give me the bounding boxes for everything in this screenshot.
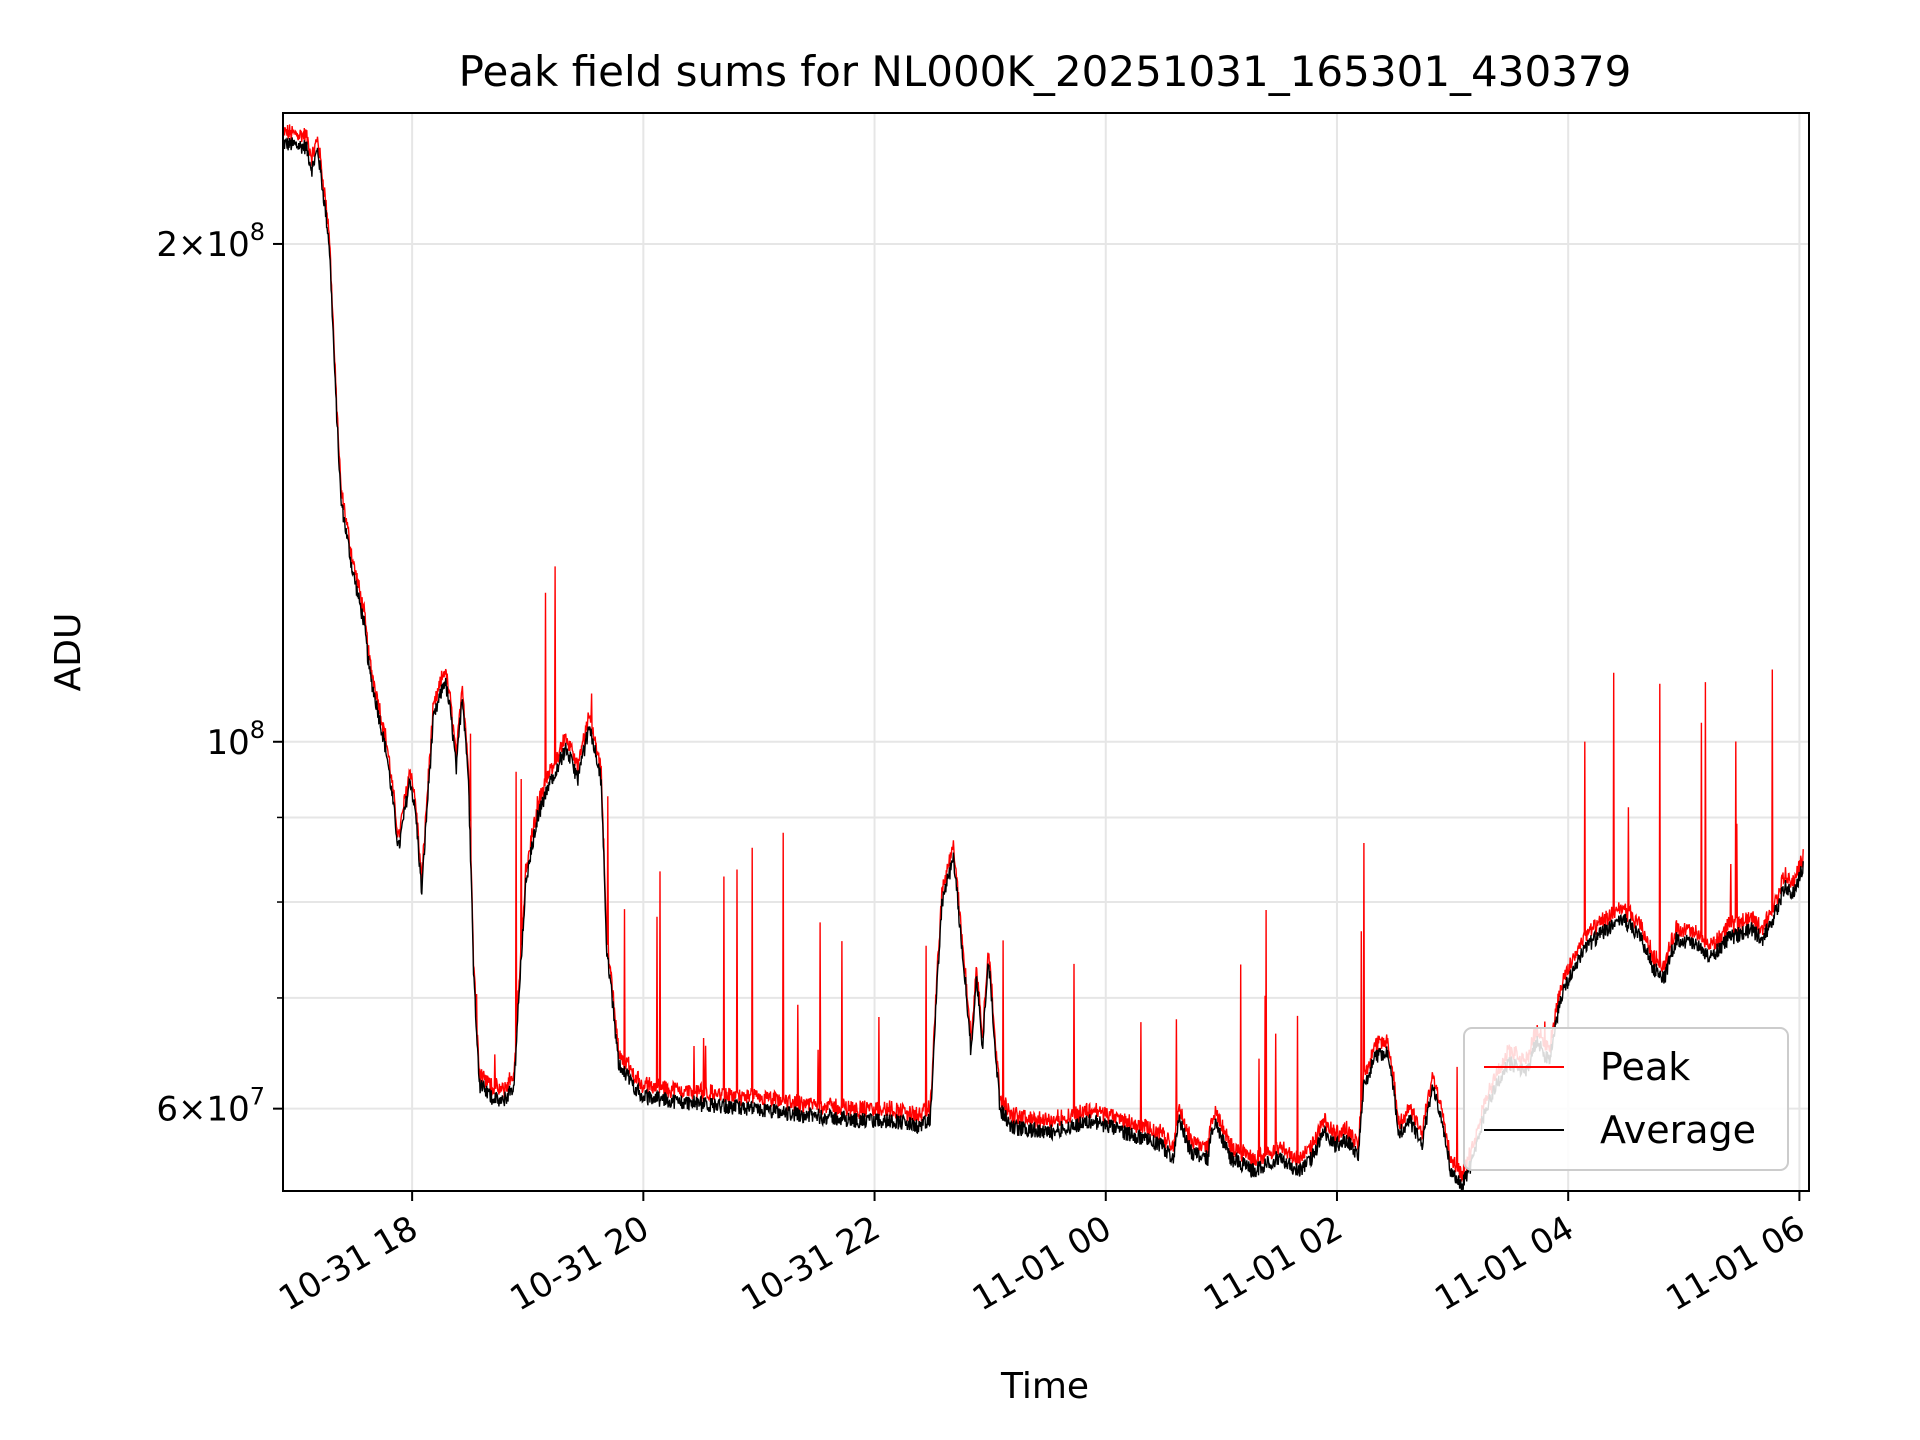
legend: Peak Average [1463, 1027, 1789, 1171]
y-tick-label: 2×108 [156, 218, 265, 265]
chart-title: Peak field sums for NL000K_20251031_1653… [459, 47, 1632, 96]
grid [283, 113, 1809, 1191]
plot-frame [282, 112, 1810, 1192]
legend-peak-label: Peak [1600, 1045, 1690, 1089]
y-axis-label: ADU [48, 613, 89, 692]
y-tick-label: 6×107 [156, 1083, 265, 1130]
legend-average-label: Average [1600, 1108, 1756, 1152]
x-axis-label: Time [1000, 1366, 1089, 1407]
y-axis: 6×107 108 2×108 [156, 218, 283, 1130]
legend-box [1463, 1027, 1789, 1171]
y-tick-label: 108 [206, 716, 265, 763]
